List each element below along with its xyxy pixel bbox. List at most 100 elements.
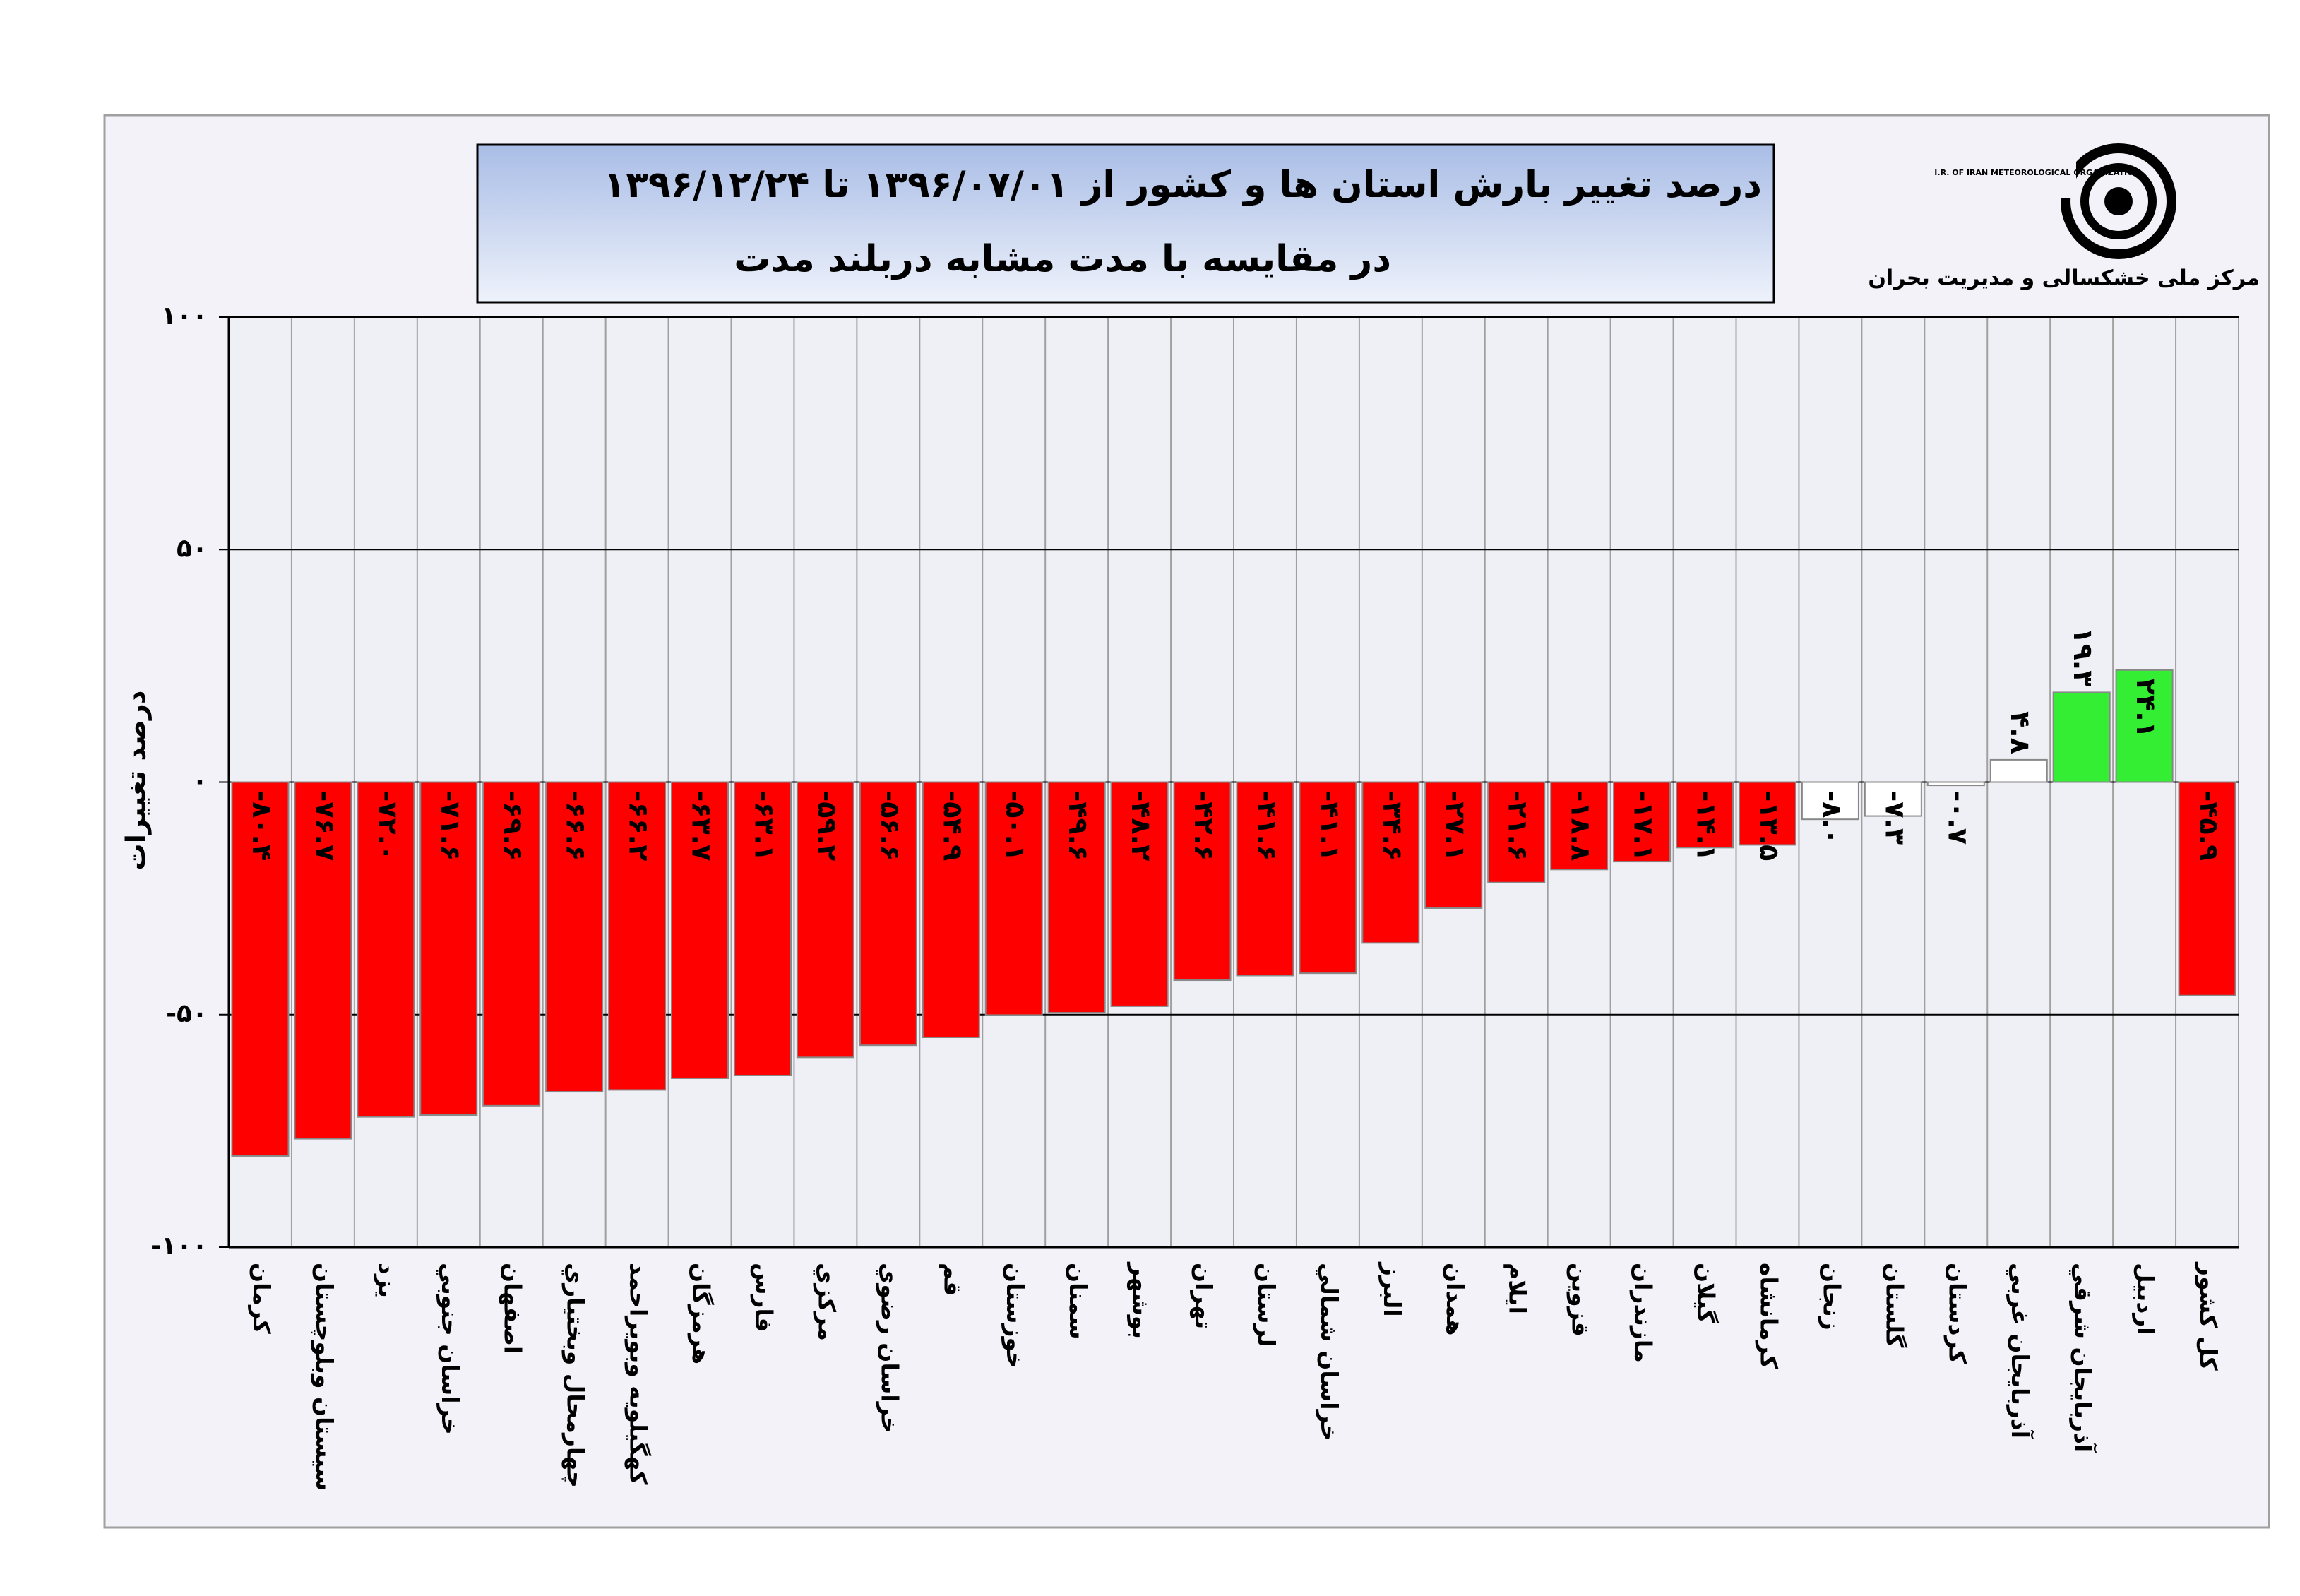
x-tick-label: زنجان <box>1818 1263 1845 1330</box>
bar <box>733 781 792 1077</box>
value-label: -۱۴.۱ <box>1691 791 1722 862</box>
bar <box>1926 781 1985 787</box>
bar <box>608 781 667 1091</box>
logo-caption: مرکز ملی خشکسالی و مدیریت بحران <box>1868 266 2260 291</box>
value-label: -۱۷.۱ <box>1628 791 1660 862</box>
x-tick-label: بوشهر <box>1126 1261 1155 1339</box>
y-axis-label: درصد تغییرات <box>121 691 152 871</box>
bar <box>545 781 604 1093</box>
title-box <box>476 143 1775 304</box>
x-tick-label: آذربايجان غربي <box>2006 1263 2034 1439</box>
value-label: ۲۴.۱ <box>2131 679 2162 738</box>
x-tick-label: آذربايجان شرقي <box>2068 1263 2097 1453</box>
x-tick-label: همدان <box>1441 1263 1469 1336</box>
value-label: -۶۶.۲ <box>624 791 655 862</box>
x-tick-label: گيلان <box>1693 1263 1720 1324</box>
value-label: -۶۹.۶ <box>498 791 529 862</box>
x-tick-label: مازندران <box>1630 1263 1657 1363</box>
x-tick-label: سیستان وبلوچستان <box>310 1263 338 1491</box>
value-label: -۴۹.۶ <box>1063 791 1094 862</box>
x-tick-label: کرمانشاه <box>1754 1263 1782 1369</box>
value-label: -۴۱.۶ <box>1251 791 1282 862</box>
value-label: -۷۶.۷ <box>309 791 340 862</box>
x-tick-label: خراسان شمالي <box>1315 1263 1343 1441</box>
bar <box>1299 781 1357 975</box>
x-tick-label: کردستان <box>1943 1263 1971 1364</box>
value-label: -۷۱.۶ <box>435 791 466 862</box>
x-tick-label: هرمزگان <box>687 1263 715 1364</box>
x-tick-label: خوزستان <box>1001 1263 1029 1369</box>
bar <box>1676 781 1734 849</box>
bar <box>1738 781 1796 846</box>
y-tick-label: ۵۰ <box>177 534 208 563</box>
bar <box>1236 781 1294 977</box>
value-label: -۴۱.۱ <box>1314 791 1345 862</box>
x-tick-label: کرمان <box>247 1263 275 1335</box>
bar <box>1173 781 1232 982</box>
x-tick-label: تهران <box>1189 1263 1217 1329</box>
value-label: -۸.۰ <box>1816 791 1847 845</box>
y-tick-label: -۱۰۰ <box>150 1232 208 1261</box>
bar <box>1110 781 1169 1007</box>
x-tick-label: کل کشور <box>2194 1261 2222 1371</box>
bar <box>1424 781 1483 909</box>
bar <box>1361 781 1420 944</box>
x-tick-label: لرستان <box>1252 1263 1280 1347</box>
value-label: -۶۳.۷ <box>686 791 717 862</box>
logo <box>1998 141 2176 259</box>
logo-text: I.R. OF IRAN METEOROLOGICAL ORGANIZATION <box>1934 168 2140 177</box>
x-tick-label: خراسان جنوبي <box>436 1263 464 1435</box>
value-label: -۶۶.۶ <box>561 791 592 862</box>
x-tick-label: یزد <box>373 1263 401 1298</box>
bar <box>2178 781 2236 996</box>
value-label: -۱۳.۵ <box>1753 791 1784 862</box>
y-tick-label: ۱۰۰ <box>161 302 208 330</box>
value-label: -۲۱.۶ <box>1503 791 1534 862</box>
value-label: -۱۸.۸ <box>1566 791 1597 862</box>
value-label: -۶۳.۱ <box>749 791 780 862</box>
x-tick-label: گلستان <box>1881 1263 1908 1348</box>
bar <box>2052 691 2111 783</box>
x-tick-label: اصفهان <box>499 1263 527 1354</box>
bar <box>1487 781 1546 883</box>
bar <box>1864 781 1922 817</box>
x-tick-label: اردبيل <box>2132 1263 2159 1335</box>
bar <box>482 781 541 1107</box>
value-label: -۵۰.۱ <box>1000 791 1031 862</box>
bar <box>1550 781 1609 871</box>
value-label: -۴۵.۹ <box>2193 791 2224 862</box>
value-label: ۱۹.۳ <box>2068 627 2099 686</box>
bar <box>922 781 980 1039</box>
x-tick-label: خراسان رضوي <box>875 1263 903 1434</box>
bar <box>1801 781 1859 821</box>
x-tick-label: چهارمحال وبختياري <box>561 1263 590 1488</box>
value-label: -۰.۷ <box>1942 791 1973 845</box>
bar <box>671 781 729 1079</box>
x-tick-label: قزوين <box>1566 1263 1595 1337</box>
bar <box>357 781 415 1118</box>
bar <box>2115 669 2174 783</box>
value-label: -۵۶.۶ <box>874 791 905 862</box>
value-label: -۴۲.۶ <box>1188 791 1220 862</box>
bar <box>1047 781 1106 1014</box>
bar <box>1613 781 1672 863</box>
bar <box>1989 758 2048 783</box>
x-tick-label: مرکزي <box>812 1263 840 1341</box>
value-label: ۴.۸ <box>2005 711 2036 754</box>
chart-title: درصد تغییر بارش استان ها و کشور از ۱۳۹۶/… <box>603 164 1762 206</box>
y-tick-label: ۰ <box>192 767 208 796</box>
bar <box>231 781 290 1157</box>
value-label: -۵۹.۲ <box>811 791 842 862</box>
bar <box>796 781 854 1059</box>
value-label: -۲۷.۱ <box>1440 791 1471 862</box>
value-label: -۴۸.۲ <box>1126 791 1157 862</box>
bar <box>294 781 352 1140</box>
x-tick-label: سمنان <box>1064 1263 1092 1340</box>
chart-subtitle: در مقایسه با مدت مشابه دربلند مدت <box>734 238 1391 280</box>
x-tick-label: البرز <box>1378 1261 1406 1317</box>
bar <box>859 781 917 1047</box>
bar <box>984 781 1043 1016</box>
x-tick-label: فارس <box>750 1263 777 1333</box>
value-label: -۷۲.۰ <box>372 791 403 862</box>
